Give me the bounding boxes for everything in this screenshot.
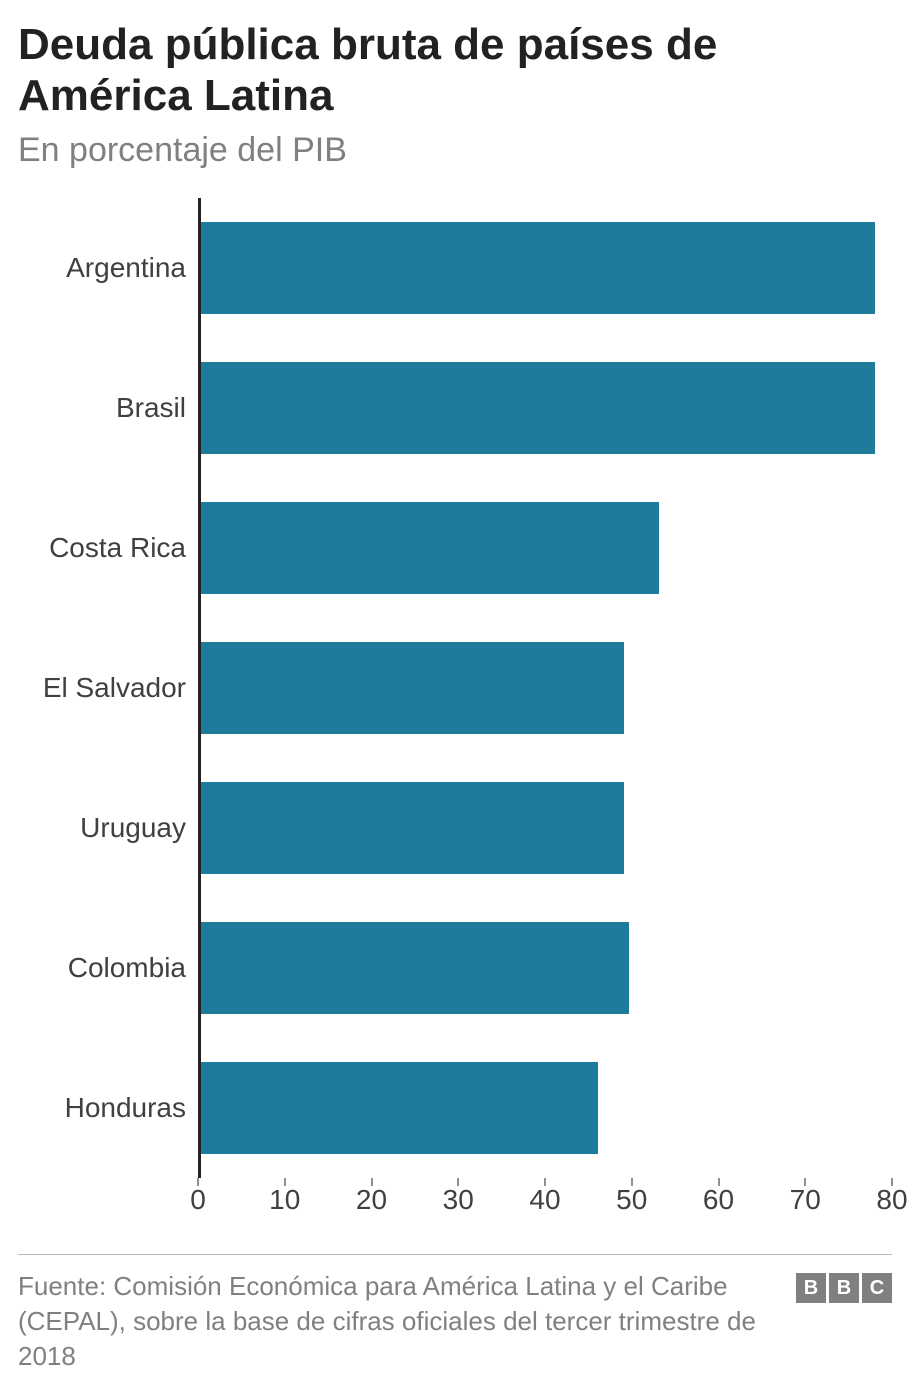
x-axis-spacer [18,1184,198,1234]
logo-letter: C [862,1273,892,1303]
bar-row [201,1038,892,1178]
chart-body: ArgentinaBrasilCosta RicaEl SalvadorUrug… [18,198,892,1178]
chart-container: ArgentinaBrasilCosta RicaEl SalvadorUrug… [18,198,892,1234]
plot-area [198,198,892,1178]
bbc-logo: BBC [796,1273,892,1303]
bar-row [201,618,892,758]
y-axis-labels: ArgentinaBrasilCosta RicaEl SalvadorUrug… [18,198,198,1178]
x-axis-ticks: 01020304050607080 [198,1184,892,1234]
bar [201,1062,598,1154]
bar-row [201,198,892,338]
x-tick-label: 0 [190,1184,206,1216]
x-tick-label: 60 [703,1184,734,1216]
bar-row [201,758,892,898]
bar [201,222,875,314]
bar [201,922,629,1014]
logo-letter: B [829,1273,859,1303]
x-tick-label: 30 [443,1184,474,1216]
bar [201,782,624,874]
x-tick-label: 10 [269,1184,300,1216]
category-label: Argentina [18,198,186,338]
x-tick-label: 20 [356,1184,387,1216]
bar-row [201,478,892,618]
category-label: Uruguay [18,758,186,898]
bar [201,362,875,454]
x-tick-label: 70 [790,1184,821,1216]
bar [201,642,624,734]
bars-group [201,198,892,1178]
source-text: Fuente: Comisión Económica para América … [18,1269,778,1374]
chart-footer: Fuente: Comisión Económica para América … [18,1254,892,1374]
bar-row [201,338,892,478]
category-label: Costa Rica [18,478,186,618]
x-tick-label: 40 [529,1184,560,1216]
category-label: El Salvador [18,618,186,758]
x-tick-label: 50 [616,1184,647,1216]
x-tick-label: 80 [876,1184,907,1216]
chart-subtitle: En porcentaje del PIB [18,131,892,170]
logo-letter: B [796,1273,826,1303]
bar [201,502,659,594]
x-axis: 01020304050607080 [18,1184,892,1234]
chart-title: Deuda pública bruta de países de América… [18,20,892,121]
bar-row [201,898,892,1038]
category-label: Brasil [18,338,186,478]
category-label: Colombia [18,898,186,1038]
category-label: Honduras [18,1038,186,1178]
